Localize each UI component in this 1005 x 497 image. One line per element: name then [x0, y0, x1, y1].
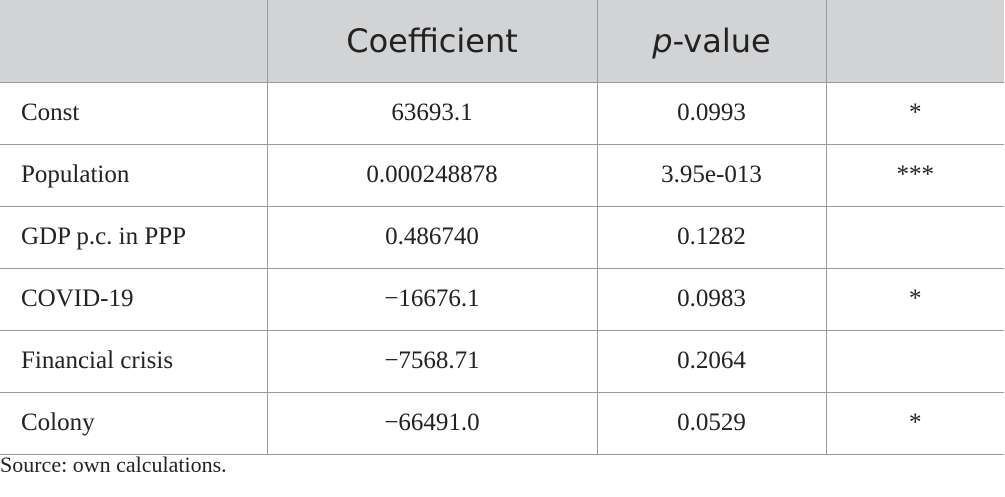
- cell-significance: *: [825, 81, 1004, 145]
- cell-significance: [825, 329, 1004, 393]
- table-row: Const 63693.1 0.0993 *: [0, 81, 1004, 145]
- table-row: GDP p.c. in PPP 0.486740 0.1282: [0, 205, 1004, 269]
- table-row: Colony −66491.0 0.0529 *: [0, 391, 1004, 455]
- cell-variable: Colony: [0, 391, 268, 455]
- cell-variable: COVID-19: [0, 267, 268, 331]
- cell-significance: *: [825, 391, 1004, 455]
- cell-variable: Population: [0, 143, 268, 207]
- regression-table-container: Coefficient p-value Const 63693.1 0.0993…: [0, 0, 1004, 455]
- cell-p-value: 0.2064: [596, 329, 827, 393]
- header-p-italic: p: [652, 21, 673, 60]
- cell-coefficient: −7568.71: [266, 329, 598, 393]
- table-row: Population 0.000248878 3.95e-013 ***: [0, 143, 1004, 207]
- header-coefficient: Coefficient: [266, 0, 598, 82]
- cell-coefficient: −16676.1: [266, 267, 598, 331]
- header-p-rest: -value: [672, 21, 771, 60]
- regression-table: Coefficient p-value Const 63693.1 0.0993…: [0, 0, 1004, 455]
- table-header-row: Coefficient p-value: [0, 0, 1004, 82]
- header-significance: [825, 0, 1004, 82]
- cell-p-value: 0.0983: [596, 267, 827, 331]
- cell-variable: GDP p.c. in PPP: [0, 205, 268, 269]
- cell-p-value: 3.95e-013: [596, 143, 827, 207]
- cell-coefficient: −66491.0: [266, 391, 598, 455]
- cell-significance: [825, 205, 1004, 269]
- cell-significance: *: [825, 267, 1004, 331]
- header-variable: [0, 0, 268, 82]
- cell-coefficient: 0.000248878: [266, 143, 598, 207]
- cell-significance: ***: [825, 143, 1004, 207]
- cell-variable: Financial crisis: [0, 329, 268, 393]
- cell-p-value: 0.0993: [596, 81, 827, 145]
- header-p-value: p-value: [596, 0, 827, 82]
- table-row: COVID-19 −16676.1 0.0983 *: [0, 267, 1004, 331]
- cell-variable: Const: [0, 81, 268, 145]
- cell-p-value: 0.1282: [596, 205, 827, 269]
- source-note: Source: own calculations.: [0, 452, 227, 477]
- cell-p-value: 0.0529: [596, 391, 827, 455]
- cell-coefficient: 63693.1: [266, 81, 598, 145]
- cell-coefficient: 0.486740: [266, 205, 598, 269]
- table-row: Financial crisis −7568.71 0.2064: [0, 329, 1004, 393]
